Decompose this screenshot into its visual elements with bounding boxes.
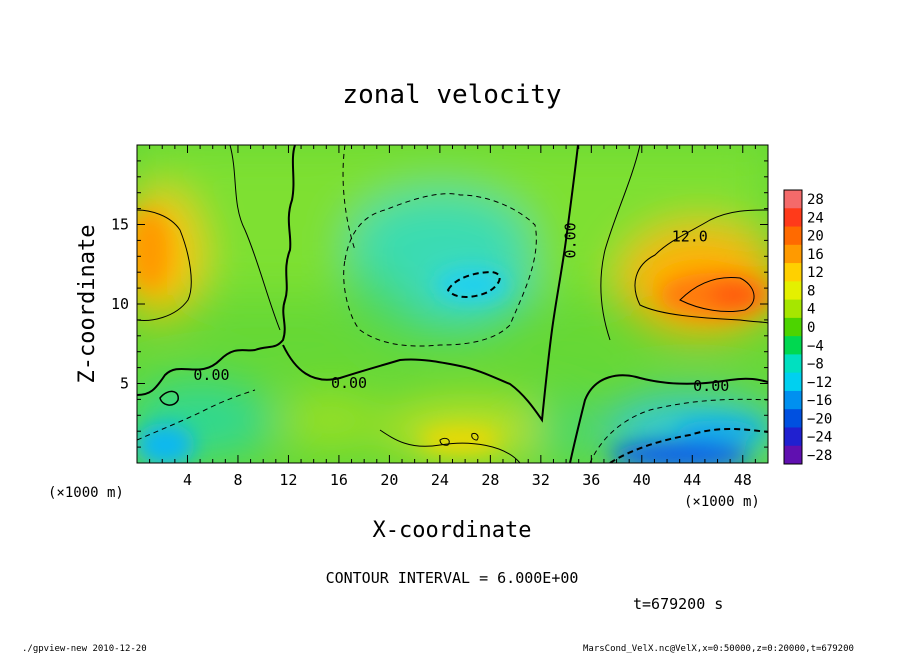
contour-pos-2: [634, 209, 768, 324]
time-label: t=679200 s: [633, 595, 723, 613]
contour-neg-1: [343, 193, 537, 347]
x-tick-label: 40: [633, 471, 651, 489]
colorbar-swatch: [784, 317, 802, 337]
colorbar: 28 24 20 16 12 8 4 0 −4 −8 −12 −16 −20 −24 −28: [783, 189, 832, 465]
colorbar-swatch: [784, 354, 802, 374]
colorbar-swatch: [784, 445, 802, 465]
x-tick-label: 48: [734, 471, 752, 489]
y-tick-label: 10: [111, 295, 129, 313]
x-unit-left: (×1000 m): [48, 485, 124, 501]
colorbar-label: 8: [807, 283, 815, 299]
x-tick-label: 36: [582, 471, 600, 489]
colorbar-frame: [783, 189, 803, 465]
contour-pos-4: [229, 145, 281, 331]
colorbar-swatch: [784, 244, 802, 264]
colorbar-label: 16: [807, 247, 824, 263]
colorbar-label: −16: [807, 393, 832, 409]
x-tick-label: 20: [380, 471, 398, 489]
chart-title: zonal velocity: [342, 80, 561, 110]
contour-lines: [137, 145, 768, 463]
x-tick-label: 16: [330, 471, 348, 489]
colorbar-label: −24: [807, 430, 832, 446]
colorbar-label: 20: [807, 229, 824, 245]
contour-label: 0.00: [193, 366, 229, 384]
colorbar-swatch: [784, 226, 802, 246]
colorbar-label: 0: [807, 320, 815, 336]
footer-right: MarsCond_VelX.nc@VelX,x=0:50000,z=0:2000…: [583, 644, 854, 654]
contour-label: 0.00: [562, 222, 580, 258]
contour-zero-2: [282, 145, 579, 423]
colorbar-swatch: [784, 336, 802, 355]
colorbar-label: −28: [807, 448, 832, 464]
contour-labels: 0.00 0.00 0.00 0.00 12.0: [193, 222, 729, 395]
y-tick-label: 15: [111, 216, 129, 234]
colorbar-swatch: [784, 390, 802, 410]
contour-pos-1: [137, 209, 192, 321]
contour-neg-6: [342, 145, 356, 251]
colorbar-label: 24: [807, 210, 824, 226]
colorbar-label: 4: [807, 302, 815, 318]
x-tick-label: 8: [233, 471, 242, 489]
contour-pos-6: [379, 429, 521, 463]
contour-blob-3: [471, 433, 479, 441]
x-tick-label: 4: [183, 471, 192, 489]
y-axis: 5 10 15: [111, 160, 768, 448]
colorbar-swatch: [784, 427, 802, 447]
plot-area: 0.00 0.00 0.00 0.00 12.0: [137, 145, 768, 463]
colorbar-swatch: [784, 208, 802, 228]
contour-label: 0.00: [331, 374, 367, 392]
x-unit-right: (×1000 m): [684, 494, 760, 510]
contour-neg-4: [589, 398, 768, 463]
colorbar-label: 12: [807, 265, 824, 281]
contour-blob-2: [439, 437, 450, 446]
colorbar-label: −4: [807, 338, 824, 354]
contour-interval: CONTOUR INTERVAL = 6.000E+00: [326, 569, 579, 587]
contour-label: 0.00: [693, 377, 729, 395]
contour-neg-3: [609, 427, 768, 463]
colorbar-swatch: [784, 299, 802, 319]
contour-zero-1: [137, 145, 296, 396]
contour-blob-1: [159, 390, 179, 406]
colorbar-swatch: [784, 409, 802, 428]
contour-zero-3: [569, 374, 768, 463]
y-tick-label: 5: [120, 375, 129, 393]
x-tick-label: 32: [532, 471, 550, 489]
colorbar-swatch: [784, 372, 802, 392]
colorbar-label: −20: [807, 411, 832, 427]
x-axis: 4 8 12 16 20 24 28 32 36 40 44 48: [149, 145, 756, 489]
y-axis-label: Z-coordinate: [75, 225, 100, 384]
footer-left: ./gpview-new 2010-12-20: [22, 644, 147, 654]
colorbar-label: 28: [807, 192, 824, 208]
x-tick-label: 28: [481, 471, 499, 489]
colorbar-label: −12: [807, 375, 832, 391]
contour-label: 12.0: [672, 228, 708, 246]
field-cores: [137, 210, 768, 463]
x-tick-label: 44: [683, 471, 701, 489]
contour-neg-5: [137, 389, 256, 441]
colorbar-swatch: [784, 263, 802, 282]
contour-pos-5: [600, 145, 641, 341]
colorbar-label: −8: [807, 357, 824, 373]
contour-neg-2: [446, 270, 501, 298]
contour-pos-3: [679, 276, 755, 313]
x-axis-label: X-coordinate: [373, 518, 532, 543]
x-tick-label: 24: [431, 471, 449, 489]
x-tick-label: 12: [279, 471, 297, 489]
colorbar-swatch: [784, 281, 802, 301]
colorbar-swatch: [784, 190, 802, 209]
